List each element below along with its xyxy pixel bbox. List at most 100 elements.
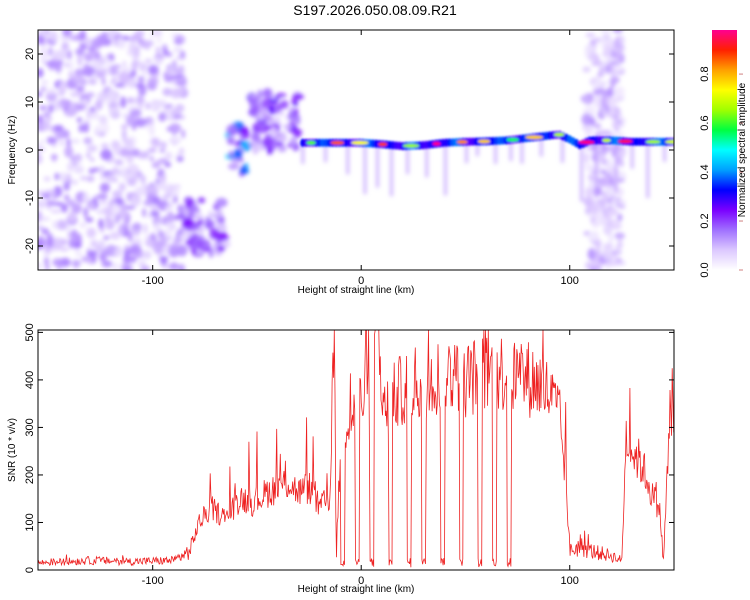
spectral-blob <box>615 122 625 129</box>
snr-y-label: SNR (10 * v/v) <box>7 418 18 482</box>
spectral-blob <box>618 203 626 210</box>
spectral-blob <box>154 56 163 66</box>
colorbar-tick-label: 0.8 <box>699 66 711 81</box>
spectral-blob <box>73 153 83 162</box>
spectral-blob <box>174 185 180 195</box>
spectral-blob <box>155 46 161 55</box>
spectral-smear <box>560 136 564 163</box>
spectrogram-heatmap <box>38 30 674 270</box>
spectral-blob <box>279 100 289 109</box>
spectral-blob <box>88 168 96 174</box>
spectral-blob <box>164 151 173 161</box>
spectral-blob <box>135 117 147 128</box>
spectral-blob <box>173 69 181 75</box>
spectral-blob <box>240 141 250 150</box>
spectral-blob <box>584 152 590 164</box>
x-tick-label: 0 <box>358 275 364 287</box>
line-peak <box>456 140 468 144</box>
spectral-blob <box>582 123 594 132</box>
spectral-blob <box>599 181 608 188</box>
spectral-blob <box>194 239 205 249</box>
spectral-blob <box>132 222 142 231</box>
spectral-blob <box>111 262 119 270</box>
spectral-blob <box>160 172 166 185</box>
colorbar-label: Normalized spectral amplitude <box>737 82 748 217</box>
snr-panel: -100 0 100 0 100 200 300 400 500 Height of strai… <box>7 323 675 595</box>
spectral-blob <box>77 54 83 67</box>
spectral-smear <box>594 140 598 198</box>
spectral-blob <box>593 88 604 95</box>
spectral-blob <box>105 66 111 73</box>
line-peak <box>402 143 420 148</box>
spectral-blob <box>103 235 110 241</box>
spectral-blob <box>601 129 612 136</box>
spectral-blob <box>92 71 98 82</box>
spectral-blob <box>164 161 172 168</box>
spectral-blob <box>183 207 190 218</box>
spectral-blob <box>66 137 71 148</box>
spectral-blob <box>172 135 180 144</box>
spectral-smear <box>443 142 447 196</box>
spectral-blob <box>593 79 601 92</box>
spectral-blob <box>614 86 625 98</box>
spectral-blob <box>74 68 86 77</box>
spectral-blob <box>72 75 84 84</box>
spectral-blob <box>91 58 101 69</box>
spectral-blob <box>50 208 62 214</box>
spectral-blob <box>40 30 47 39</box>
spectral-blob <box>613 39 621 50</box>
spectral-blob <box>127 41 138 52</box>
spectral-blob <box>149 103 157 110</box>
spectral-blob <box>54 172 60 181</box>
spectral-blob <box>71 179 78 186</box>
spectral-blob <box>169 107 181 117</box>
spectral-blob <box>38 146 46 152</box>
line-peak <box>578 140 595 145</box>
spectral-blob <box>51 49 64 56</box>
spectral-blob <box>608 207 619 217</box>
spectral-blob <box>38 225 44 231</box>
spectral-blob <box>149 156 154 162</box>
spectral-blob <box>99 182 111 193</box>
spectral-blob <box>56 219 68 230</box>
spectral-blob <box>104 31 117 38</box>
spectral-blob <box>127 49 132 56</box>
spectral-smear <box>579 144 583 202</box>
spectral-blob <box>291 128 303 136</box>
spectral-blob <box>599 216 610 227</box>
spectral-blob <box>113 247 124 258</box>
spectral-blob <box>581 113 593 126</box>
spectral-blob <box>594 95 599 107</box>
y-tick-label: -10 <box>24 190 36 206</box>
spectral-blob <box>204 219 215 230</box>
spectral-blob <box>174 80 186 86</box>
spectral-blob <box>232 158 241 164</box>
spectral-blob <box>46 88 57 95</box>
spectral-blob <box>86 144 98 153</box>
spectral-blob <box>261 108 268 119</box>
spectral-blob <box>117 71 130 84</box>
snr-points <box>38 332 674 563</box>
spectral-blob <box>43 250 49 258</box>
snr-x-label: Height of straight line (km) <box>298 584 415 595</box>
spectral-blob <box>98 218 104 229</box>
spectral-blob <box>280 133 288 143</box>
spectral-blob <box>155 221 161 232</box>
spectral-blob <box>265 116 274 123</box>
spectral-blob <box>249 107 259 117</box>
x-tick-label: 100 <box>561 275 579 287</box>
spectral-blob <box>97 209 105 215</box>
spectral-blob <box>113 177 118 183</box>
spectral-blob <box>261 98 271 109</box>
spectral-blob <box>611 120 617 130</box>
spectral-blob <box>73 165 85 174</box>
spectral-blob <box>124 205 136 210</box>
spectral-blob <box>272 138 278 150</box>
spectral-blob <box>53 124 64 132</box>
spectral-smear <box>630 141 634 169</box>
spectral-blob <box>38 262 42 269</box>
spectral-blob <box>599 39 606 48</box>
spectral-blob <box>38 236 46 247</box>
spectral-blob <box>600 111 610 116</box>
spectral-blob <box>138 150 144 160</box>
